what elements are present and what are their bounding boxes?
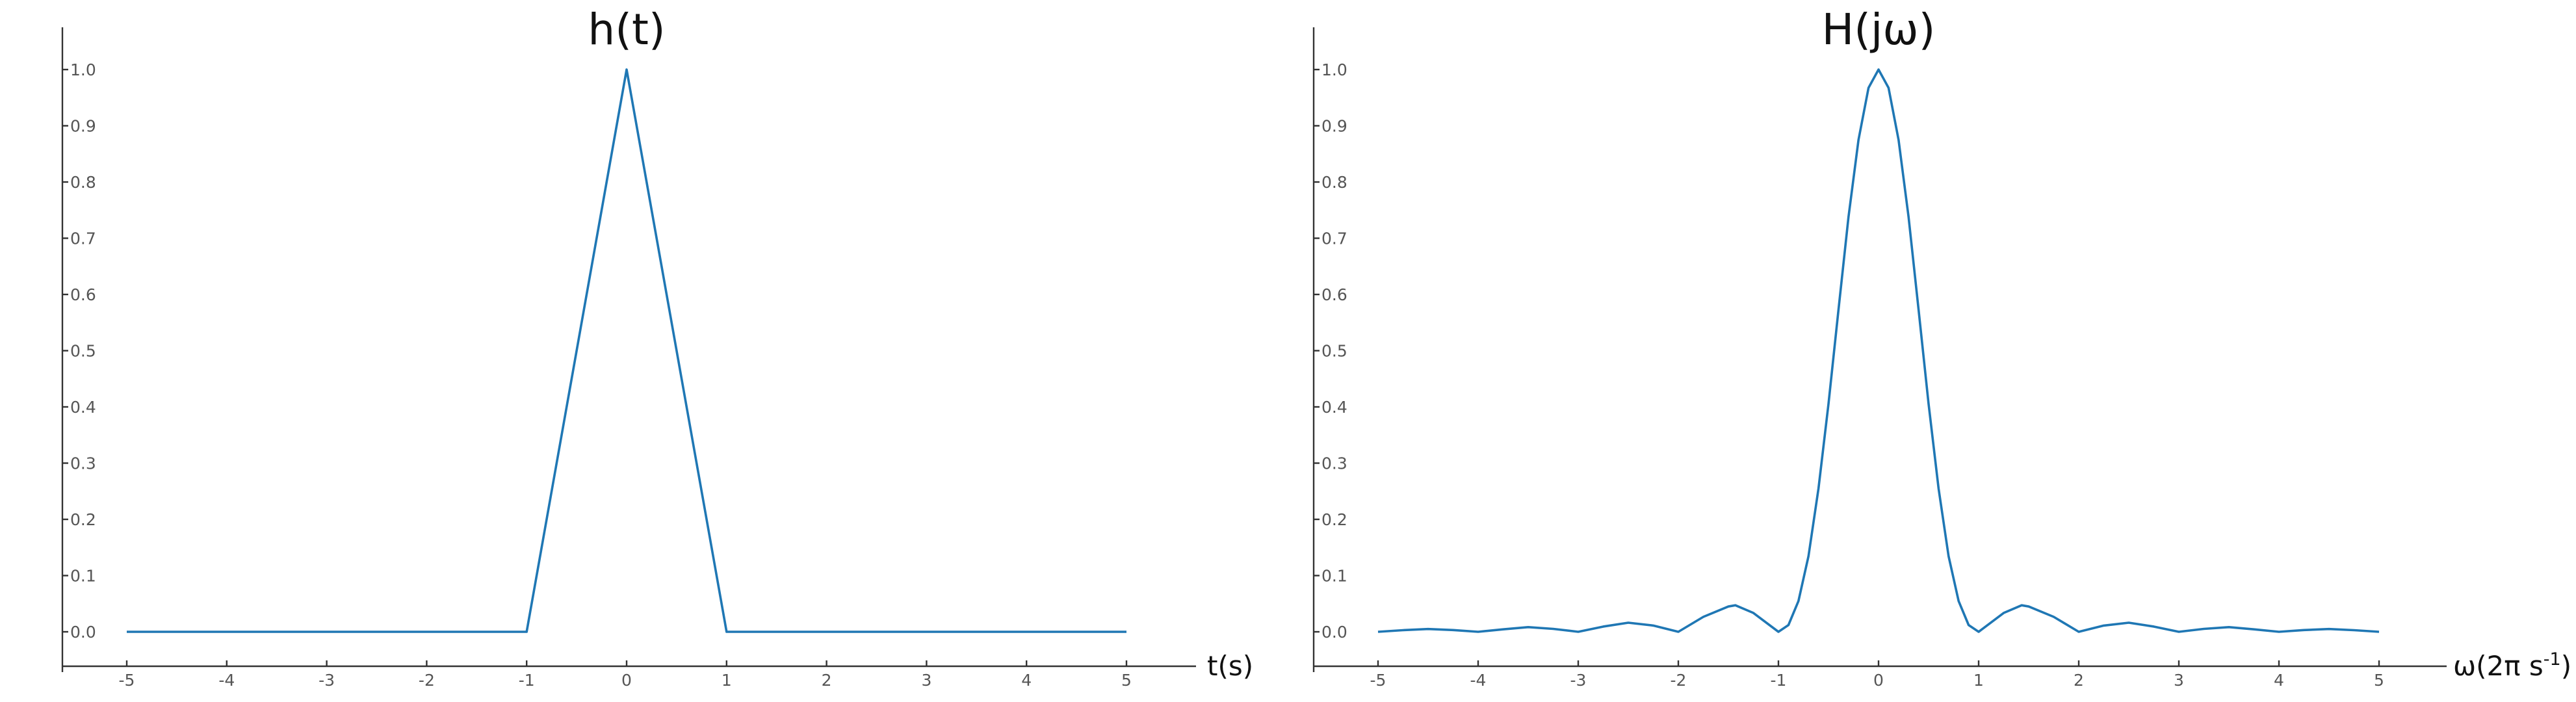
x-tick-label: 4 <box>2274 671 2284 690</box>
y-tick-label: 0.2 <box>70 510 96 529</box>
y-tick-label: 0.4 <box>1321 398 1347 417</box>
chart-title: H(jω) <box>1822 5 1936 55</box>
x-tick-label: 5 <box>1121 671 1132 690</box>
x-tick-label: 0 <box>1873 671 1884 690</box>
x-tick-label: -3 <box>1570 671 1587 690</box>
y-tick-label: 1.0 <box>1321 60 1347 79</box>
x-tick-label: -1 <box>519 671 535 690</box>
x-tick-label: -1 <box>1771 671 1787 690</box>
x-tick-label: 0 <box>621 671 632 690</box>
y-tick-label: 1.0 <box>70 60 96 79</box>
y-tick-label: 0.9 <box>70 117 96 136</box>
y-tick-label: 0.0 <box>70 623 96 642</box>
x-tick-label: -5 <box>119 671 135 690</box>
y-tick-label: 0.9 <box>1321 117 1347 136</box>
y-tick-label: 0.4 <box>70 398 96 417</box>
x-axis-label: t(s) <box>1207 650 1253 682</box>
y-tick-label: 0.0 <box>1321 623 1347 642</box>
x-tick-label: -4 <box>218 671 235 690</box>
x-tick-label: 1 <box>722 671 732 690</box>
y-tick-label: 0.5 <box>1321 342 1347 361</box>
y-tick-label: 0.8 <box>1321 173 1347 192</box>
x-tick-label: 2 <box>822 671 832 690</box>
x-tick-label: -2 <box>1671 671 1687 690</box>
x-tick-label: 3 <box>2174 671 2184 690</box>
x-tick-label: 2 <box>2074 671 2084 690</box>
x-tick-label: -2 <box>419 671 435 690</box>
x-axis-label-superscript: -1 <box>2543 649 2561 670</box>
y-tick-label: 0.1 <box>70 567 96 586</box>
x-tick-label: 1 <box>1973 671 1984 690</box>
x-tick-label: -4 <box>1470 671 1487 690</box>
chart-title: h(t) <box>588 5 665 55</box>
x-tick-label: 5 <box>2374 671 2384 690</box>
y-tick-label: 0.1 <box>1321 567 1347 586</box>
y-tick-label: 0.6 <box>1321 285 1347 304</box>
y-tick-label: 0.3 <box>70 454 96 473</box>
y-tick-label: 0.3 <box>1321 454 1347 473</box>
y-tick-label: 0.7 <box>70 229 96 248</box>
chart-impulse-response: 0.0 0.1 0.2 0.3 0.4 0.5 0.6 0.7 0.8 0.9 1.0 -5 -4 -3 -… <box>61 5 1253 690</box>
y-tick-label: 0.8 <box>70 173 96 192</box>
x-axis-label-end: ) <box>2561 650 2571 682</box>
x-tick-label: 3 <box>921 671 931 690</box>
y-tick-label: 0.7 <box>1321 229 1347 248</box>
y-tick-label: 0.2 <box>1321 510 1347 529</box>
chart-frequency-response: 0.0 0.1 0.2 0.3 0.4 0.5 0.6 0.7 0.8 0.9 1.0 -5 -4 -3 -… <box>1312 5 2571 690</box>
x-tick-label: 4 <box>1021 671 1032 690</box>
y-tick-label: 0.5 <box>70 342 96 361</box>
series-line <box>127 68 1126 633</box>
x-tick-label: -3 <box>319 671 335 690</box>
x-axis-label: ω(2π s-1) <box>2453 649 2571 682</box>
y-tick-label: 0.6 <box>70 285 96 304</box>
series-line <box>1377 68 2380 633</box>
x-tick-label: -5 <box>1370 671 1386 690</box>
